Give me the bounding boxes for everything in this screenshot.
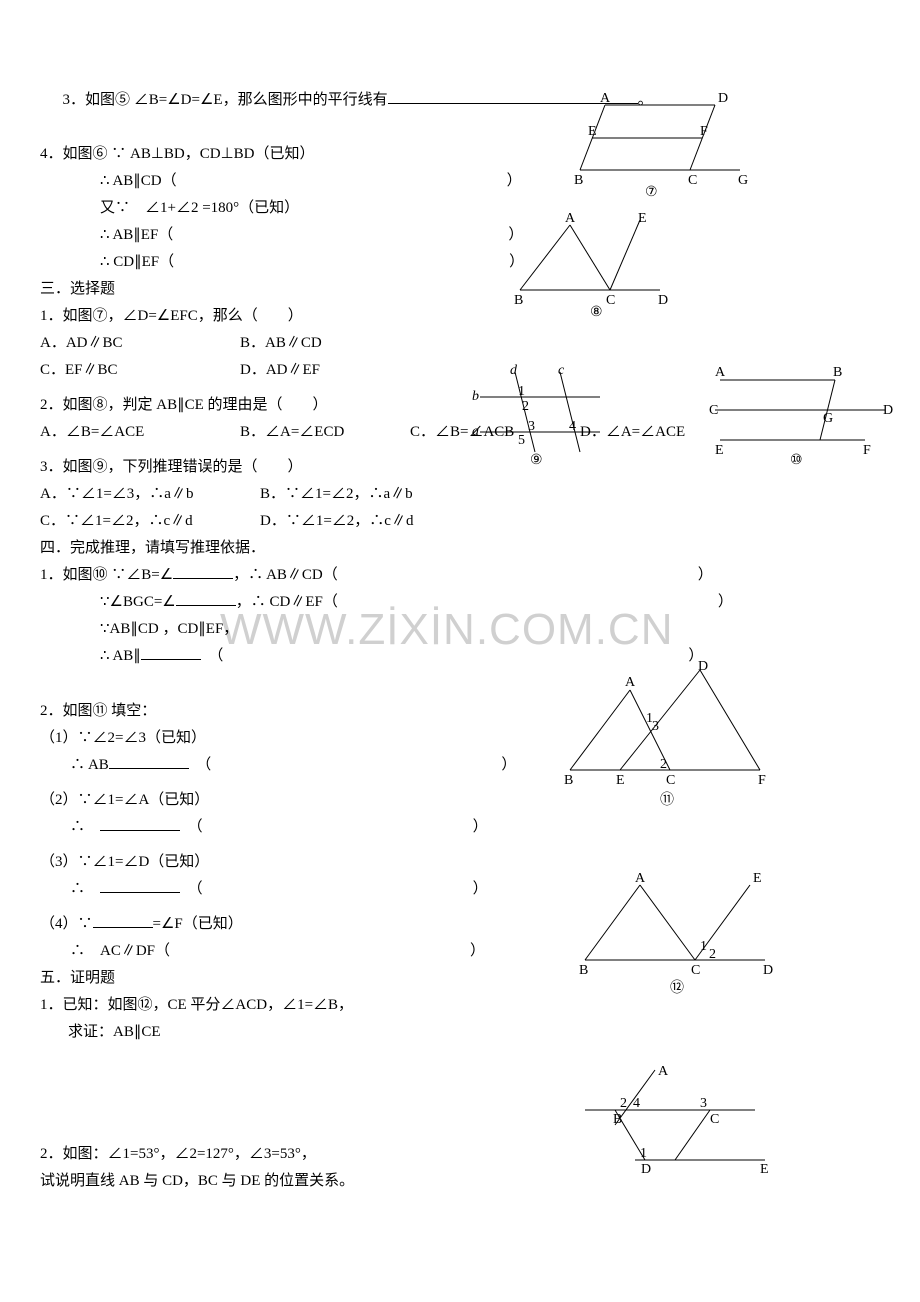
s3-q3-c: C．∵∠1=∠2，∴c∥d [40, 508, 260, 535]
q4-l4: ∴ CD∥EF（） [40, 249, 880, 276]
figure-last: A B C D E 2 4 3 1 [575, 1065, 775, 1195]
svg-text:⑪: ⑪ [660, 792, 674, 808]
blank [141, 644, 201, 660]
blank [100, 815, 180, 831]
svg-text:2: 2 [522, 399, 529, 414]
s3-q3-b: B．∵∠1=∠2，∴a∥b [260, 481, 413, 508]
svg-text:4: 4 [633, 1096, 640, 1111]
s3-q1-row1: A．AD∥BC B．AB∥CD [40, 330, 880, 357]
svg-text:3: 3 [528, 419, 535, 434]
svg-text:A: A [600, 91, 611, 106]
svg-text:⑧: ⑧ [590, 305, 603, 320]
s3-q3-row2: C．∵∠1=∠2，∴c∥d D．∵∠1=∠2，∴c∥d [40, 508, 880, 535]
figure-12: A E B C D 1 2 ⑫ [575, 870, 775, 1010]
figure-9: b a d c 1 2 4 3 5 ⑨ [460, 362, 620, 482]
svg-text:E: E [588, 124, 597, 139]
s3-title: 三．选择题 [40, 276, 880, 303]
q4-title: 4．如图⑥ ∵ AB⊥BD，CD⊥BD（已知） [40, 141, 880, 168]
svg-text:4: 4 [569, 419, 576, 434]
svg-text:⑦: ⑦ [645, 185, 658, 200]
svg-text:⑩: ⑩ [790, 453, 803, 468]
svg-text:C: C [666, 773, 675, 788]
svg-text:2: 2 [620, 1096, 627, 1111]
svg-text:E: E [753, 871, 762, 886]
s3-q3-row1: A．∵∠1=∠3，∴a∥b B．∵∠1=∠2，∴a∥b [40, 481, 880, 508]
svg-text:G: G [823, 411, 833, 426]
svg-text:1: 1 [700, 939, 707, 954]
svg-text:A: A [625, 675, 636, 690]
svg-text:F: F [863, 443, 871, 458]
svg-text:B: B [833, 365, 842, 380]
s3-q1-b: B．AB∥CD [240, 330, 410, 357]
figure-10: A B C D E F G ⑩ [705, 360, 895, 480]
svg-text:A: A [565, 211, 576, 226]
svg-text:B: B [574, 173, 583, 188]
s4-q1-l1: 1．如图⑩ ∵∠B=∠，∴ AB∥CD（） [40, 562, 880, 589]
svg-text:⑫: ⑫ [670, 980, 684, 996]
s3-q1-d: D．AD∥EF [240, 357, 410, 384]
svg-text:F: F [758, 773, 766, 788]
s4-title: 四．完成推理，请填写推理依据． [40, 535, 880, 562]
s3-q1-c: C．EF∥BC [40, 357, 240, 384]
q4-l2: 又∵ ∠1+∠2 =180°（已知） [40, 195, 880, 222]
svg-text:C: C [709, 403, 718, 418]
svg-text:1: 1 [518, 384, 525, 399]
svg-text:2: 2 [709, 947, 716, 962]
s3-q1-a: A．AD∥BC [40, 330, 240, 357]
q4-l1: ∴ AB∥CD（） [40, 168, 880, 195]
svg-text:G: G [738, 173, 748, 188]
svg-text:E: E [616, 773, 625, 788]
svg-text:D: D [763, 963, 773, 978]
blank [93, 912, 153, 928]
svg-text:3: 3 [700, 1096, 707, 1111]
svg-text:D: D [883, 403, 893, 418]
svg-text:2: 2 [660, 757, 667, 772]
q3-text: 3．如图⑤ ∠B=∠D=∠E，那么图形中的平行线有 [63, 92, 388, 108]
blank [173, 563, 233, 579]
svg-text:E: E [760, 1162, 769, 1177]
svg-text:b: b [472, 389, 479, 404]
figure-11: A D B E C F 1 3 2 ⑪ [560, 660, 770, 820]
figure-7: A D B C G E F ⑦ [570, 90, 750, 210]
svg-text:D: D [718, 91, 728, 106]
q3-line: 3．如图⑤ ∠B=∠D=∠E，那么图形中的平行线有。 [40, 60, 880, 141]
svg-text:C: C [606, 293, 615, 308]
svg-text:C: C [691, 963, 700, 978]
svg-text:3: 3 [652, 719, 659, 734]
svg-text:d: d [510, 363, 518, 378]
svg-text:A: A [658, 1065, 669, 1079]
svg-text:1: 1 [640, 1146, 647, 1161]
svg-text:B: B [564, 773, 573, 788]
svg-text:c: c [558, 363, 565, 378]
blank [176, 590, 236, 606]
svg-text:B: B [579, 963, 588, 978]
s3-q1-stem: 1．如图⑦，∠D=∠EFC，那么（ ） [40, 303, 880, 330]
s5-q1-l2: 求证：AB∥CE [40, 1019, 880, 1046]
s3-q2-a: A．∠B=∠ACE [40, 419, 240, 446]
svg-text:D: D [658, 293, 668, 308]
s3-q3-a: A．∵∠1=∠3，∴a∥b [40, 481, 260, 508]
svg-text:F: F [700, 124, 708, 139]
figure-8: A E B C D ⑧ [510, 210, 690, 330]
svg-text:C: C [710, 1112, 719, 1127]
svg-text:A: A [635, 871, 646, 886]
svg-text:D: D [641, 1162, 651, 1177]
svg-text:E: E [715, 443, 724, 458]
s4-q1-l2: ∵∠BGC=∠，∴ CD∥EF（） [40, 589, 880, 616]
blank [100, 877, 180, 893]
svg-text:D: D [698, 660, 708, 674]
svg-text:A: A [715, 365, 726, 380]
blank [109, 753, 189, 769]
svg-text:B: B [514, 293, 523, 308]
svg-text:⑨: ⑨ [530, 453, 543, 468]
s3-q2-b: B．∠A=∠ECD [240, 419, 410, 446]
svg-text:C: C [688, 173, 697, 188]
s4-q1-l3: ∵AB∥CD ，CD∥EF， [40, 616, 880, 643]
svg-text:a: a [472, 424, 479, 439]
svg-text:5: 5 [518, 433, 525, 448]
svg-text:B: B [613, 1112, 622, 1127]
q4-l3: ∴ AB∥EF（） [40, 222, 880, 249]
s3-q3-d: D．∵∠1=∠2，∴c∥d [260, 508, 413, 535]
svg-text:E: E [638, 211, 647, 226]
